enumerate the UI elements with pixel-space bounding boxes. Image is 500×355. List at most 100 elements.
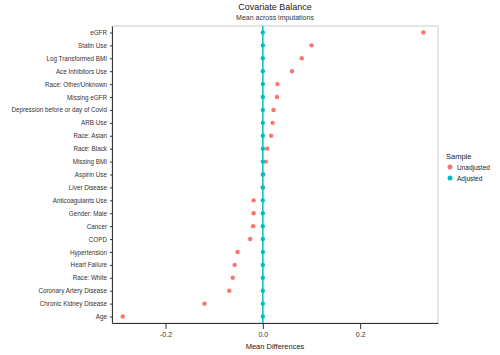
y-tick-label: Heart Failure	[71, 261, 108, 268]
x-axis: -0.20.00.2	[113, 323, 439, 338]
y-tick-label: ARB Use	[81, 119, 107, 126]
point	[261, 172, 265, 176]
y-tick-mark	[110, 252, 112, 253]
y-tick-label: Depression before or day of Covid	[11, 106, 107, 114]
x-tick-mark	[360, 323, 361, 329]
point	[261, 314, 265, 318]
point	[261, 198, 265, 202]
point	[235, 250, 239, 254]
point	[232, 263, 236, 267]
y-tick-mark	[110, 278, 112, 279]
legend-entry: Adjusted	[448, 175, 483, 183]
y-tick-mark	[110, 187, 112, 188]
y-tick-label: Log Transformed BMI	[46, 55, 107, 63]
point	[300, 56, 304, 60]
y-tick: Liver Disease	[69, 184, 112, 191]
point	[261, 159, 265, 163]
x-tick-label: 0.0	[258, 331, 268, 338]
y-tick: Race: Asian	[73, 132, 112, 139]
y-tick-mark	[110, 239, 112, 240]
point	[261, 108, 265, 112]
point	[261, 134, 265, 138]
y-tick-label: Race: Other/Unknown	[45, 81, 107, 88]
y-tick-label: Race: Asian	[73, 132, 107, 139]
y-tick-label: Ace Inhibitors Use	[56, 68, 108, 75]
plot-frame	[112, 26, 438, 323]
legend-marker	[448, 176, 453, 181]
point	[421, 30, 425, 34]
marks	[121, 26, 426, 323]
y-tick-mark	[110, 97, 112, 98]
point	[227, 289, 231, 293]
point	[261, 172, 265, 176]
y-tick-mark	[110, 291, 112, 292]
point	[270, 121, 274, 125]
y-tick-mark	[110, 317, 112, 318]
chart: Covariate Balance Mean across imputations…	[0, 0, 500, 355]
legend-label: Adjusted	[457, 175, 483, 183]
y-tick-label: COPD	[89, 236, 108, 243]
series-1	[261, 30, 265, 318]
y-tick-mark	[110, 213, 112, 214]
point	[251, 224, 255, 228]
y-tick-mark	[110, 175, 112, 176]
y-tick-label: Aspirin Use	[75, 171, 108, 179]
y-tick: Missing BMI	[73, 158, 112, 166]
y-tick-mark	[110, 32, 112, 33]
point	[261, 211, 265, 215]
point	[261, 121, 265, 125]
y-tick: Gender: Male	[69, 210, 112, 217]
y-tick-label: Missing eGFR	[67, 94, 107, 102]
point	[261, 30, 265, 34]
y-tick-label: Missing BMI	[73, 158, 108, 166]
point	[261, 95, 265, 99]
y-tick-mark	[110, 123, 112, 124]
point	[248, 237, 252, 241]
y-tick-label: Anticoagulants Use	[53, 197, 108, 205]
point	[275, 95, 279, 99]
y-tick: COPD	[89, 236, 112, 243]
y-tick-label: Race: Black	[73, 145, 107, 152]
legend-title: Sample	[446, 152, 471, 161]
x-axis-title: Mean Differences	[246, 342, 305, 351]
y-tick: eGFR	[90, 29, 112, 36]
point	[251, 211, 255, 215]
y-tick: Cancer	[87, 223, 112, 230]
y-tick-label: eGFR	[90, 29, 107, 36]
y-tick: Statin Use	[78, 42, 112, 49]
y-tick: Coronary Artery Disease	[38, 287, 112, 295]
point	[269, 134, 273, 138]
y-tick-mark	[110, 304, 112, 305]
y-tick-label: Statin Use	[78, 42, 108, 49]
x-tick-label: 0.2	[356, 331, 366, 338]
legend-label: Unadjusted	[457, 164, 490, 172]
point	[290, 69, 294, 73]
y-tick-mark	[110, 84, 112, 85]
y-tick-mark	[110, 149, 112, 150]
y-tick-mark	[110, 71, 112, 72]
point	[271, 108, 275, 112]
plot: -0.20.00.2eGFRStatin UseLog Transformed …	[11, 26, 438, 338]
y-tick: Missing eGFR	[67, 94, 112, 102]
series-0	[121, 30, 426, 318]
x-tick-mark	[263, 323, 264, 329]
y-tick: Log Transformed BMI	[46, 55, 112, 63]
subtitle: Mean across imputations	[236, 14, 314, 22]
point	[121, 314, 125, 318]
y-tick-mark	[110, 45, 112, 46]
y-tick: Anticoagulants Use	[53, 197, 112, 205]
point	[261, 69, 265, 73]
point	[261, 276, 265, 280]
y-tick-mark	[110, 58, 112, 59]
y-tick-mark	[110, 162, 112, 163]
y-tick: ARB Use	[81, 119, 112, 126]
y-tick-label: Liver Disease	[69, 184, 108, 191]
title: Covariate Balance	[238, 2, 312, 12]
point	[261, 237, 265, 241]
y-tick-label: Hypertension	[70, 248, 108, 256]
x-tick: 0.0	[258, 323, 268, 338]
y-tick-mark	[110, 136, 112, 137]
y-tick: Ace Inhibitors Use	[56, 68, 112, 75]
y-tick: Heart Failure	[71, 261, 112, 268]
y-tick-label: Race: White	[73, 274, 108, 281]
